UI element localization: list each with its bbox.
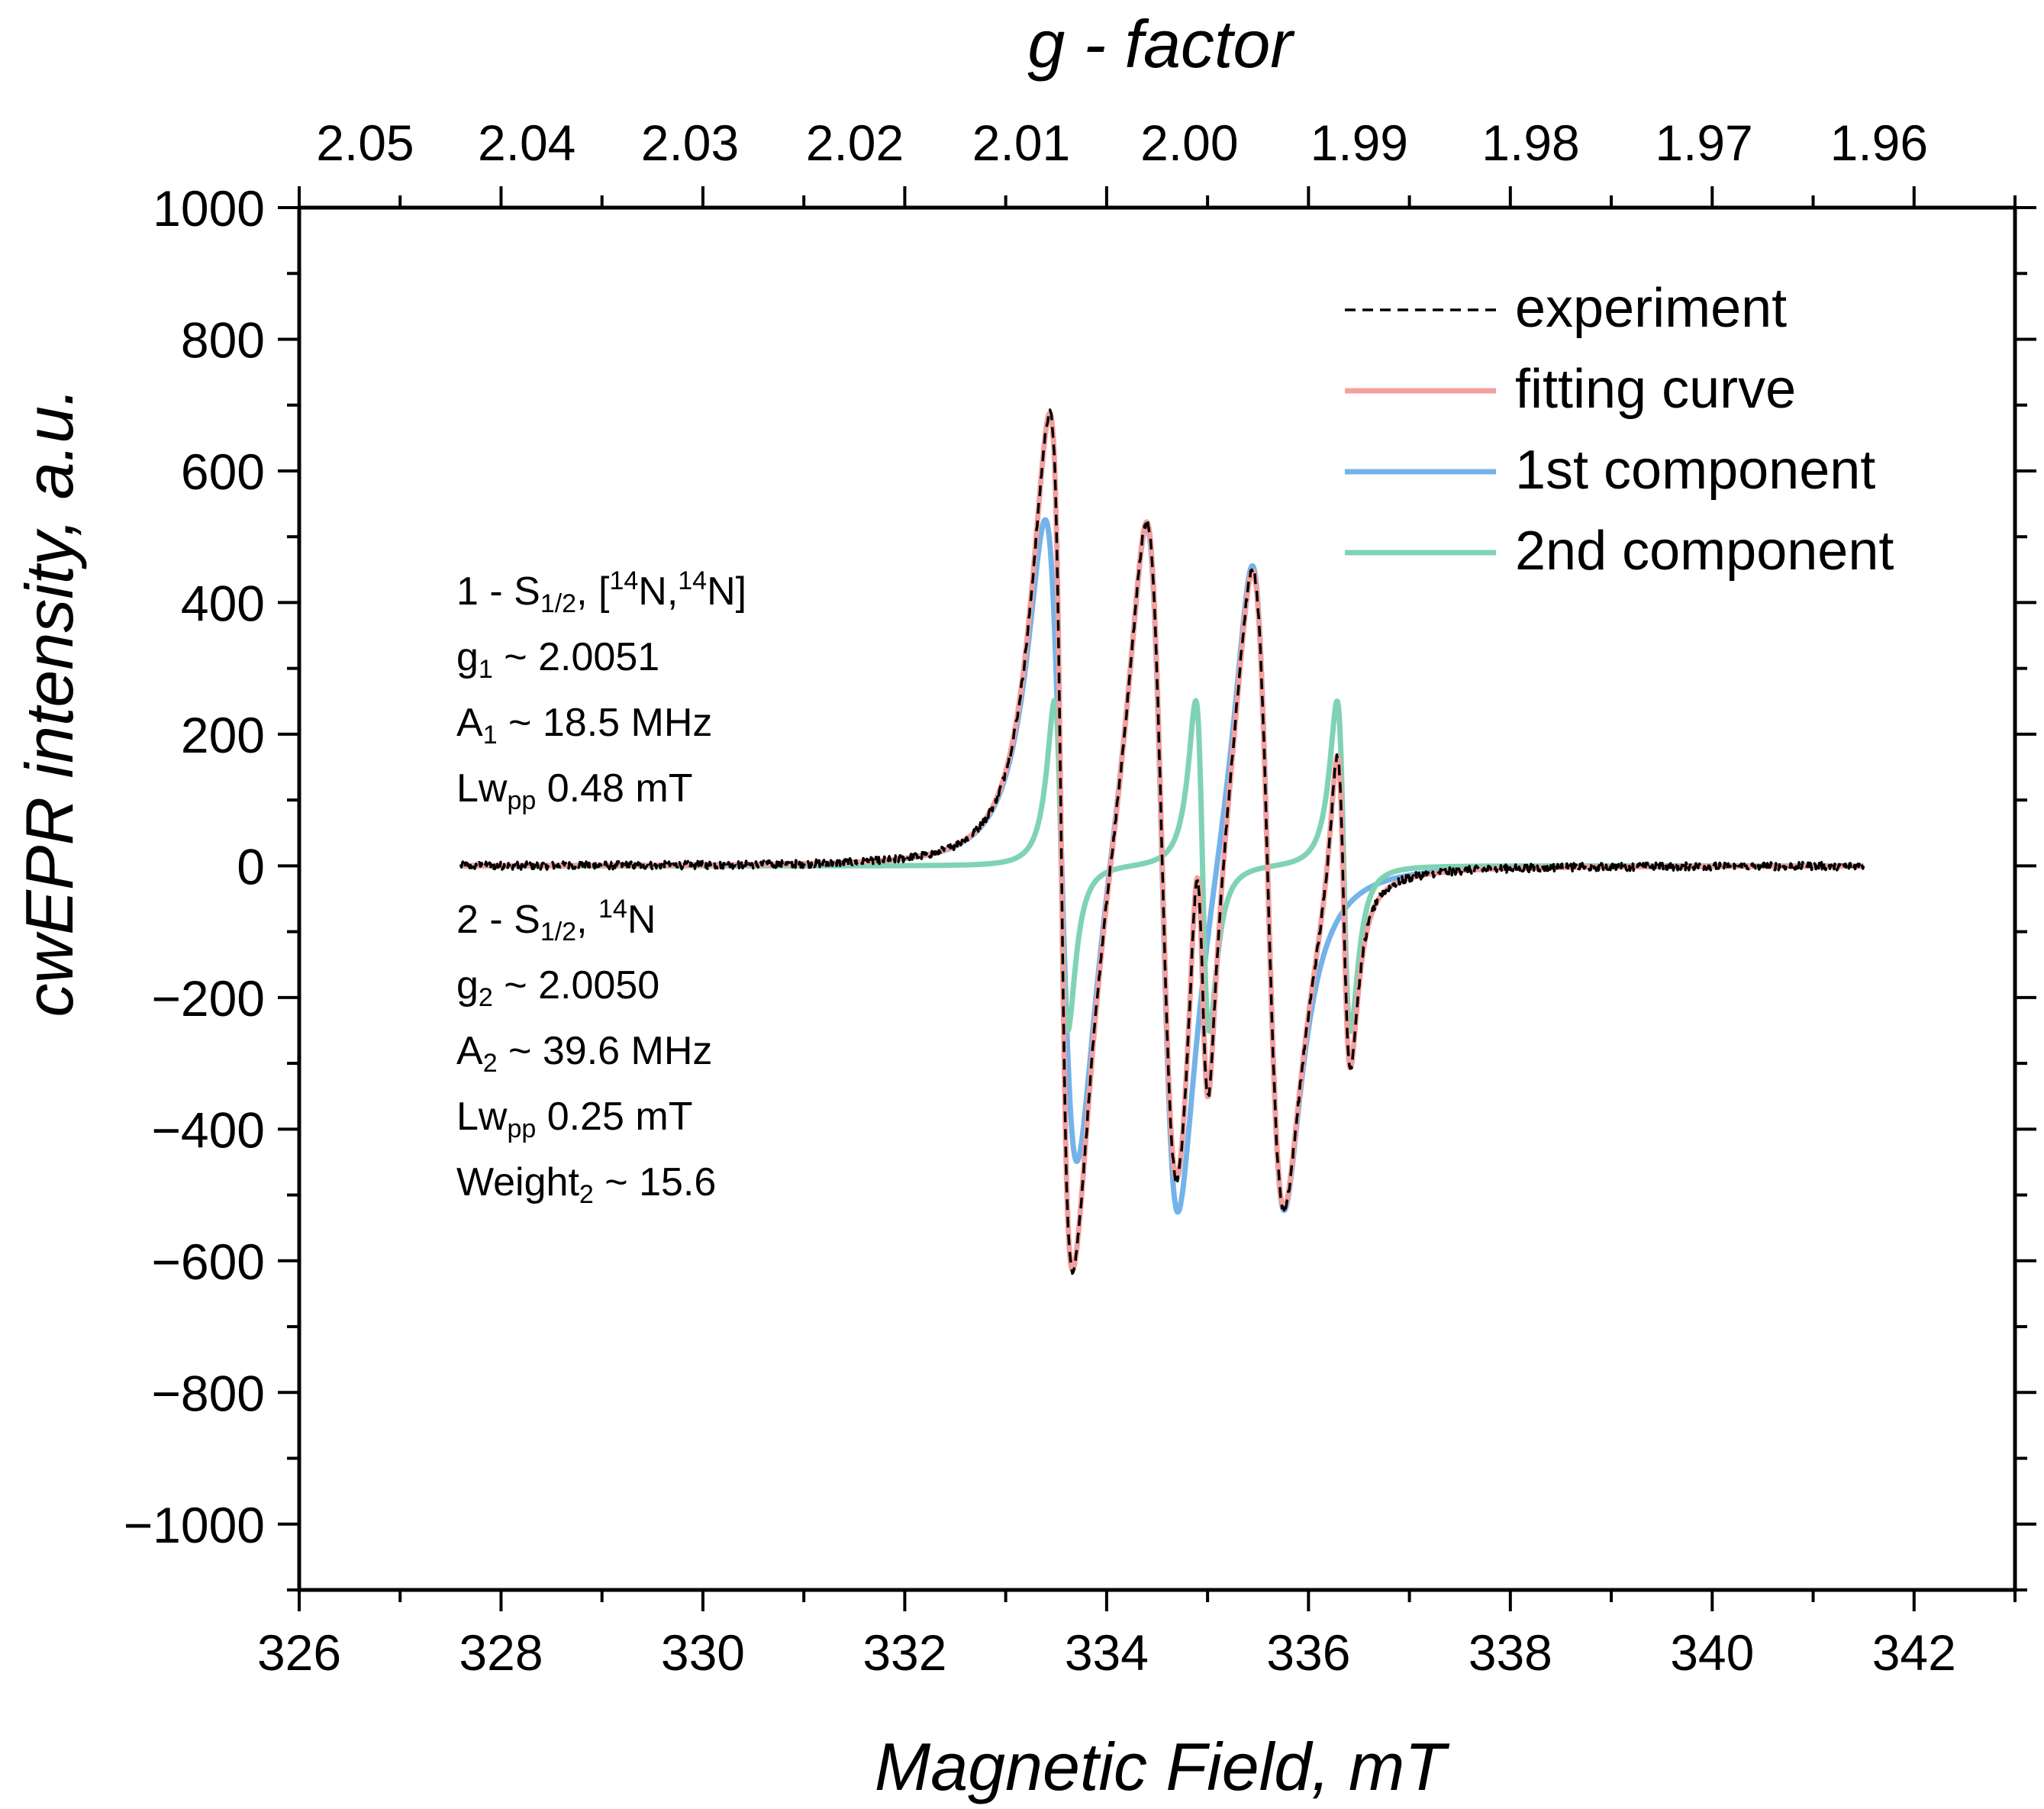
annotation-text: 1 - S: [456, 569, 540, 614]
annotation-text: 0.48 mT: [536, 766, 692, 811]
annotation-text: ,: [576, 898, 598, 942]
annotation-text: g: [456, 635, 479, 679]
annotation-text: 1/2: [540, 917, 576, 946]
top-tick-label: 2.03: [641, 114, 739, 171]
y-tick-label: −400: [151, 1101, 265, 1158]
annotation-line: Lwpp 0.25 mT: [456, 1095, 693, 1143]
top-tick-label: 1.97: [1655, 114, 1752, 171]
annotation-text: 1/2: [540, 589, 576, 618]
axis-tick-labels: 326 328 330 332 334 336 338 340 342 1000 800 600 400…: [124, 114, 1956, 1681]
top-tick-label: 2.00: [1140, 114, 1238, 171]
annotation-line: 2 - S1/2, 14N: [456, 895, 656, 947]
annotation-text: 2: [479, 983, 493, 1012]
y-axis-title: cwEPR intensity, a.u.: [11, 388, 87, 1017]
y-tick-label: 1000: [153, 180, 265, 237]
annotation-line: A2 ~ 39.6 MHz: [456, 1029, 712, 1078]
x-tick-label: 332: [862, 1624, 946, 1681]
annotation-text: N]: [707, 569, 746, 614]
top-tick-label: 2.04: [478, 114, 575, 171]
y-tick-label: 0: [237, 838, 265, 895]
annotation-line: Weight2 ~ 15.6: [456, 1160, 716, 1209]
top-tick-label: 1.98: [1481, 114, 1579, 171]
annotation-text: N: [627, 898, 656, 942]
annotation-text: Lw: [456, 1095, 508, 1139]
annotation-text: 2: [579, 1180, 594, 1209]
legend: experiment fitting curve 1st component 2nd …: [1345, 278, 1894, 582]
x-tick-label: 326: [257, 1624, 341, 1681]
top-tick-label: 1.99: [1311, 114, 1408, 171]
legend-label: 2nd component: [1515, 521, 1894, 582]
annotation-text: Weight: [456, 1160, 579, 1204]
top-tick-label: 2.05: [316, 114, 414, 171]
annotation-line: g2 ~ 2.0050: [456, 963, 659, 1012]
top-tick-label: 2.02: [806, 114, 904, 171]
annotation-text: 14: [678, 566, 707, 595]
x-tick-label: 328: [459, 1624, 543, 1681]
annotation-text: ~ 15.6: [594, 1160, 716, 1204]
annotation-text: 2 - S: [456, 898, 540, 942]
annotation-text: pp: [507, 1114, 536, 1143]
annotation-text: , [: [576, 569, 610, 614]
plot-frame: [297, 205, 2017, 1592]
y-tick-label: −600: [151, 1233, 265, 1290]
annotation-line: Lwpp 0.48 mT: [456, 766, 693, 815]
annotation-text: 14: [609, 566, 638, 595]
x-tick-label: 336: [1266, 1624, 1350, 1681]
x-tick-label: 338: [1469, 1624, 1552, 1681]
annotation-text: 1: [483, 721, 498, 750]
annotation-text: pp: [507, 786, 536, 815]
annotation-text: Lw: [456, 766, 508, 811]
y-tick-label: −200: [151, 970, 265, 1027]
annotation-text: 2: [483, 1049, 498, 1078]
y-tick-label: 400: [181, 575, 265, 631]
y-tick-label: 200: [181, 707, 265, 763]
annotation-text: ~ 2.0051: [493, 635, 659, 679]
annotation-text: ~ 2.0050: [493, 963, 659, 1008]
x-tick-label: 334: [1065, 1624, 1149, 1681]
annotation-text: 14: [598, 895, 627, 924]
annotation-text: A: [456, 1029, 483, 1073]
y-tick-label: 600: [181, 443, 265, 500]
y-tick-label: −800: [151, 1365, 265, 1421]
axis-ticks: [278, 186, 2036, 1611]
annotation-line: 1 - S1/2, [14N,14N]: [456, 566, 746, 619]
legend-label: fitting curve: [1515, 359, 1796, 420]
x-tick-label: 330: [661, 1624, 745, 1681]
y-tick-label: 800: [181, 311, 265, 368]
x-tick-label: 342: [1872, 1624, 1956, 1681]
annotation-text: ~ 18.5 MHz: [498, 701, 713, 745]
legend-label: 1st component: [1515, 440, 1875, 501]
curves-layer: [459, 408, 1866, 1275]
annotation-line: A1 ~ 18.5 MHz: [456, 701, 712, 750]
annotation-text: 1: [479, 655, 493, 684]
annotation-text: g: [456, 963, 479, 1008]
y-tick-label: −1000: [124, 1497, 265, 1553]
series-line-experiment: [459, 408, 1865, 1275]
top-tick-label: 1.96: [1830, 114, 1928, 171]
annotation-text: ~ 39.6 MHz: [498, 1029, 713, 1073]
legend-label: experiment: [1515, 278, 1787, 339]
annotation-text: 0.25 mT: [536, 1095, 692, 1139]
x-tick-label: 340: [1670, 1624, 1754, 1681]
annotation-line: g1 ~ 2.0051: [456, 635, 659, 684]
annotation-text: N,: [638, 569, 678, 614]
annotation-text: A: [456, 701, 483, 745]
top-axis-title: g - factor: [1027, 6, 1295, 82]
top-tick-label: 2.01: [972, 114, 1070, 171]
x-axis-title: Magnetic Field, mT: [875, 1729, 1449, 1804]
